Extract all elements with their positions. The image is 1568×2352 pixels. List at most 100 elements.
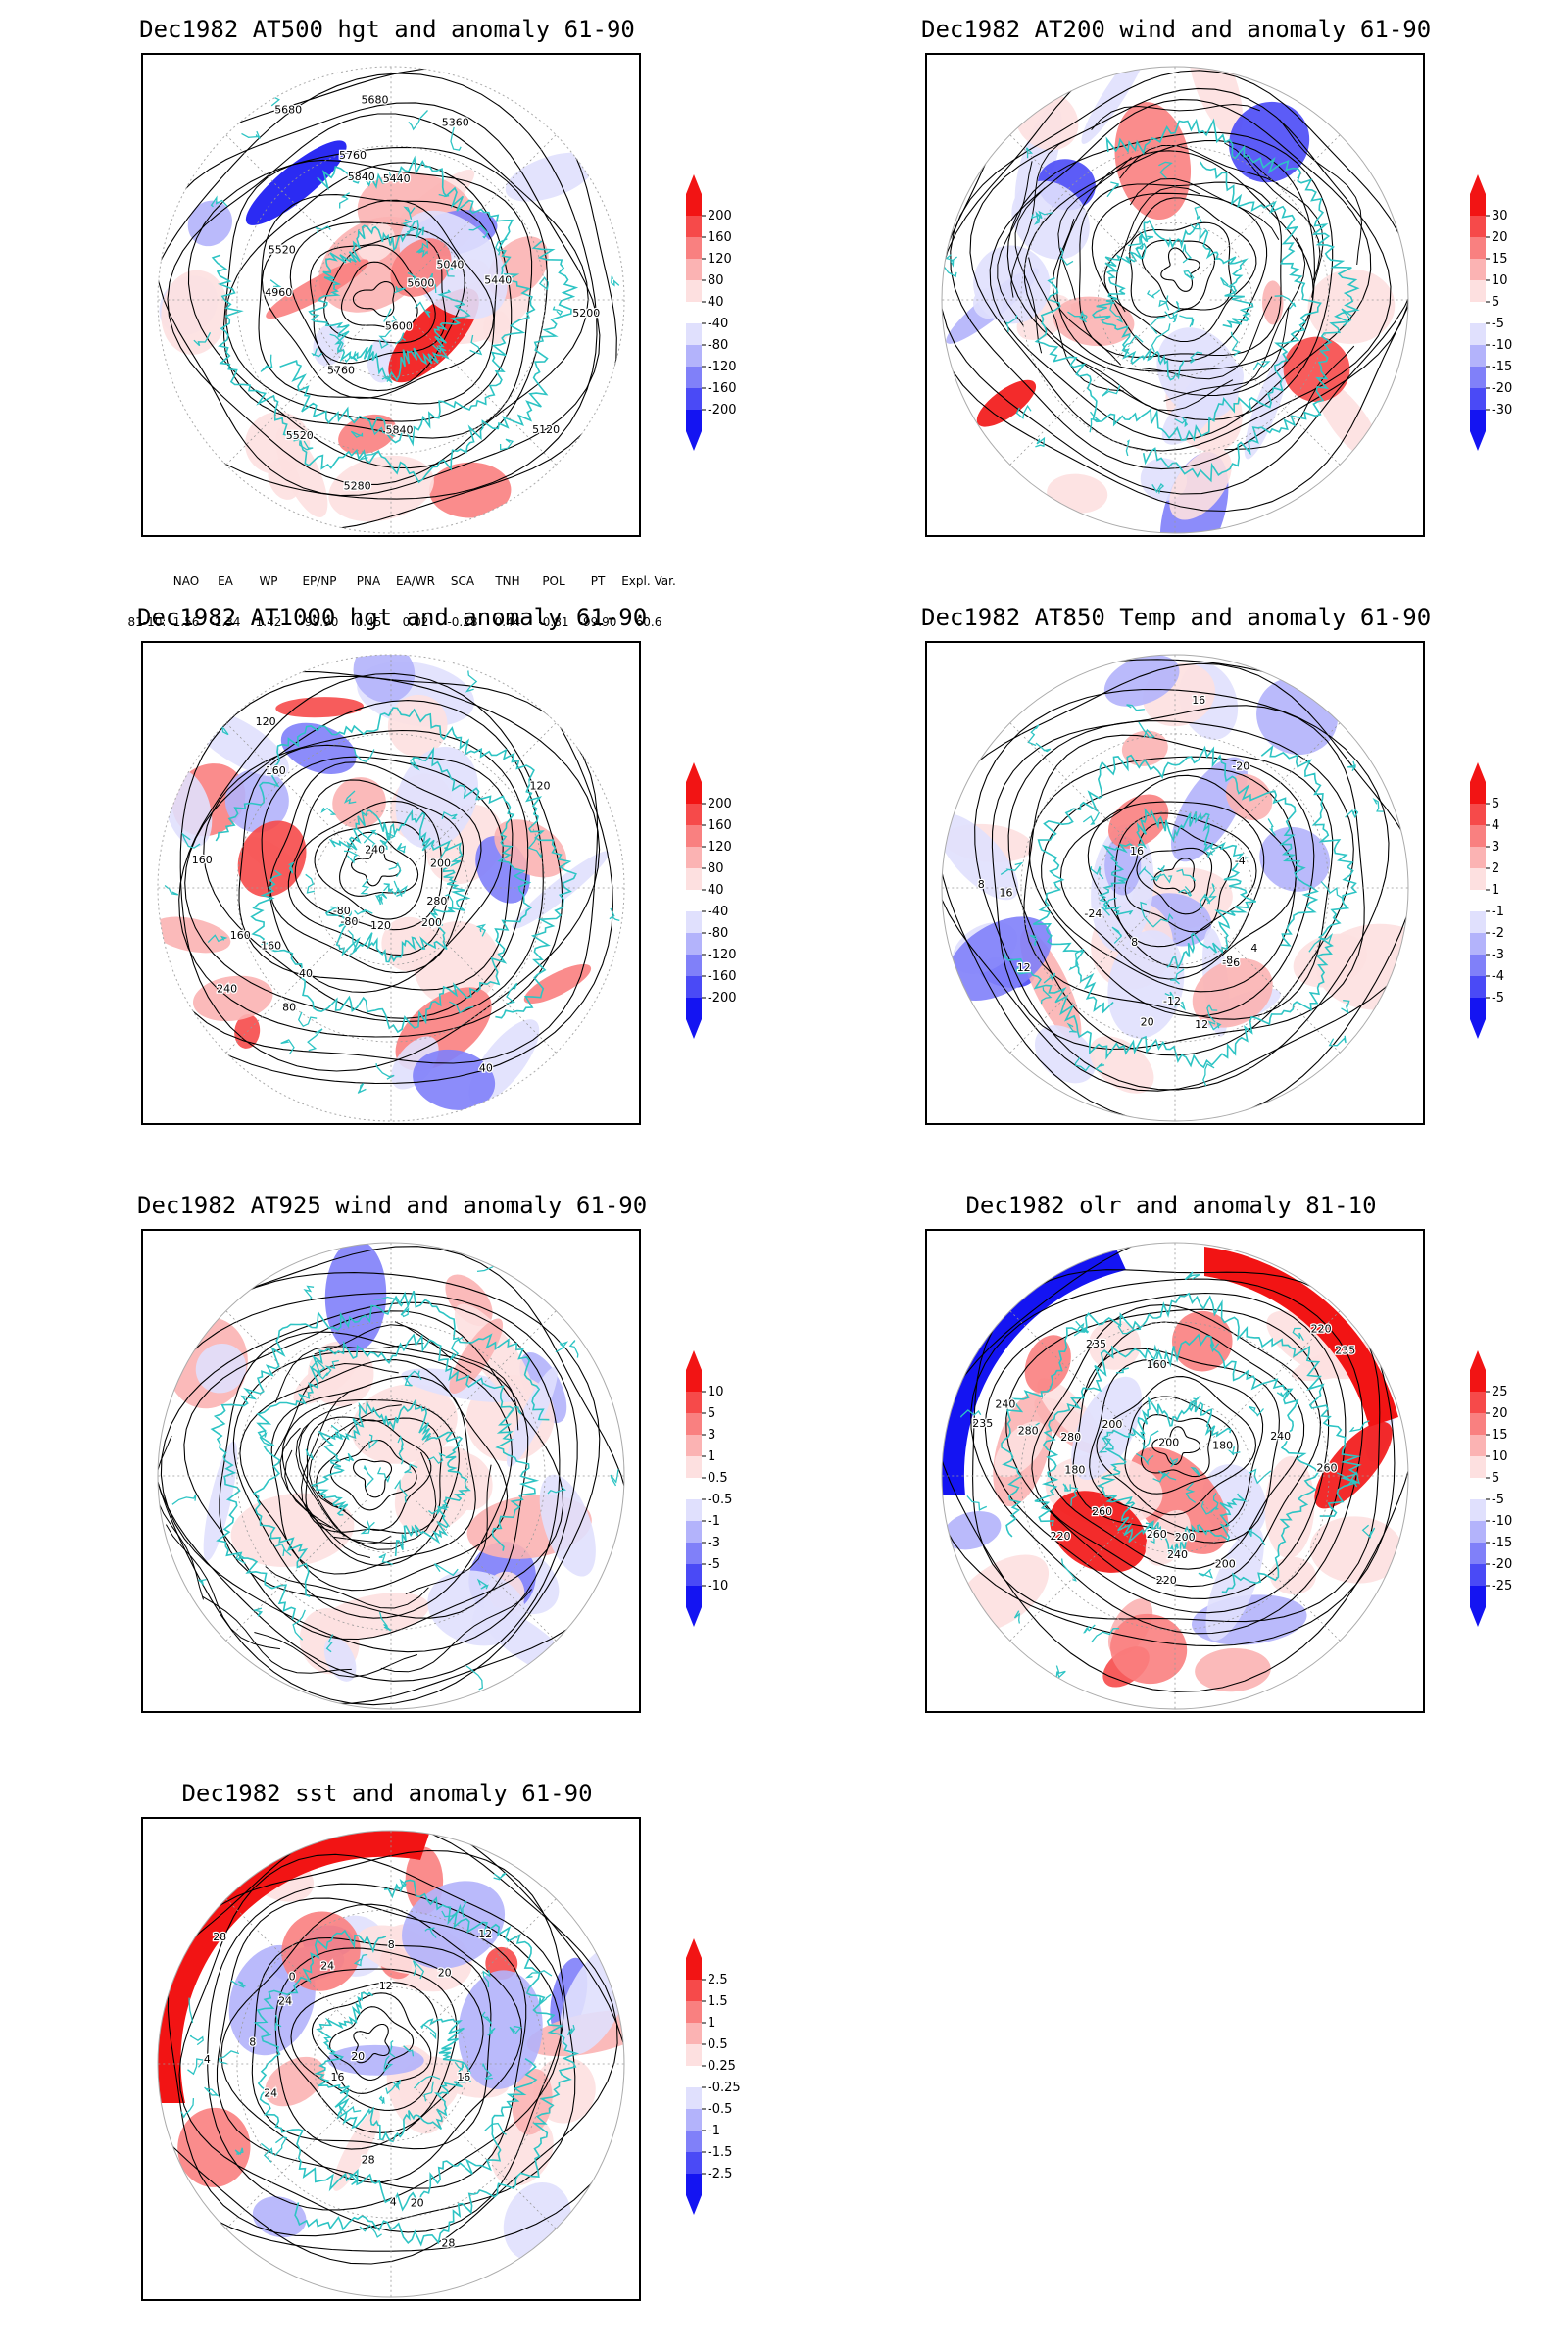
contour-label: 80 <box>282 1002 296 1014</box>
colorbar-label: 30 <box>1492 209 1508 223</box>
negative-anomaly-area <box>413 1049 496 1110</box>
coastline <box>1151 323 1171 353</box>
coastline <box>412 1960 425 1980</box>
coastline <box>1033 745 1319 1014</box>
contour-line <box>1152 1426 1201 1466</box>
teleconnection-headers: NAO EA WP EP/NP PNA EA/WR SCA TNH POL PT Expl. Var… <box>127 574 678 588</box>
positive-anomaly-area <box>192 975 273 1022</box>
panel-title: Dec1982 AT925 wind and anomaly 61-90 <box>137 1192 648 1219</box>
meridian <box>1199 134 1341 276</box>
colorbar-swatch <box>1470 216 1486 237</box>
colorbar-swatch <box>686 782 702 804</box>
colorbar-label: 3 <box>708 1428 715 1443</box>
negative-anomaly-area <box>353 655 416 703</box>
coastline <box>1345 808 1359 819</box>
coastline <box>378 1553 394 1566</box>
colorbar-label: 10 <box>708 1385 724 1399</box>
contour-label: 120 <box>256 715 276 728</box>
coastline <box>344 351 358 364</box>
colorbar-swatch <box>686 1456 702 1478</box>
coastline <box>1190 351 1203 364</box>
contour-line <box>970 1278 1364 1635</box>
meridian <box>225 1310 368 1452</box>
coastline <box>449 1001 474 1014</box>
contour-line <box>340 261 418 329</box>
coastline <box>454 2062 465 2073</box>
coastline <box>1055 1665 1066 1680</box>
coastline <box>1060 1558 1077 1582</box>
contour-label: 5760 <box>339 149 367 162</box>
coastline <box>356 828 376 848</box>
polar-map: 5840 5760 5680 5600 5520 5440 5360 5280 5200 5120… <box>157 66 625 534</box>
teleconnection-corner <box>127 574 167 588</box>
colorbar-label: -80 <box>708 338 728 353</box>
coastline <box>438 193 450 198</box>
contour-label: 16 <box>1130 845 1144 858</box>
colorbar-label: -1.5 <box>708 2145 732 2160</box>
contour-label: 260 <box>1092 1505 1112 1518</box>
coastline <box>1274 295 1297 310</box>
coastline <box>204 2086 220 2097</box>
negative-anomaly-area <box>942 1249 1126 1495</box>
colorbar-label: -5 <box>1492 1493 1504 1507</box>
coastline <box>383 2055 394 2073</box>
positive-anomaly-area <box>1024 1335 1071 1394</box>
contour-line <box>353 1458 393 1498</box>
coastline <box>404 1463 418 1474</box>
meridian <box>225 722 368 864</box>
contour-label: 160 <box>192 854 213 866</box>
colorbar-swatch <box>686 1564 702 1586</box>
coastline <box>297 1011 318 1028</box>
coastline <box>235 1551 246 1564</box>
colorbar-swatch <box>686 911 702 933</box>
colorbar-label: -1 <box>708 1514 720 1529</box>
coastline <box>468 224 489 239</box>
colorbar-swatch <box>686 890 702 911</box>
streamline <box>1057 156 1132 301</box>
positive-anomaly-area <box>351 1384 458 1464</box>
contour-line <box>158 102 601 497</box>
colorbar-swatch <box>1470 410 1486 431</box>
colorbar-label: -160 <box>708 381 737 396</box>
coastline <box>359 450 380 461</box>
teleconnection-header: EP/NP <box>302 574 337 588</box>
negative-anomaly-area <box>512 851 610 929</box>
coastline <box>215 707 577 1019</box>
positive-anomaly-area <box>512 2069 553 2135</box>
coastline <box>1361 1524 1376 1539</box>
teleconnection-header: Expl. Var. <box>621 574 676 588</box>
colorbar-label: -15 <box>1492 1536 1512 1550</box>
streamline <box>273 1362 399 1458</box>
contour-label: 28 <box>362 2154 375 2167</box>
colorbar-label: -20 <box>1492 1557 1512 1572</box>
coastline <box>462 1901 467 1918</box>
coastline <box>388 861 402 877</box>
contour-label: 220 <box>1051 1530 1071 1543</box>
map-boundary <box>941 66 1409 534</box>
coastline <box>1152 482 1165 494</box>
colorbar-swatch <box>686 410 702 431</box>
colorbar-label: 15 <box>1492 252 1508 267</box>
colorbar-label: -0.25 <box>708 2081 741 2095</box>
coastline <box>402 219 416 233</box>
contour-label: 8 <box>1131 936 1138 949</box>
coastline <box>1135 242 1147 259</box>
colorbar: 200 160 120 80 40 -40 -80 -120 -160 -200 <box>686 762 745 1039</box>
coastline <box>354 908 373 915</box>
contour-label: 240 <box>1270 1430 1291 1443</box>
coastline <box>1035 210 1053 220</box>
coastline <box>380 831 396 854</box>
contour-line <box>203 729 529 1019</box>
contour-line <box>314 821 427 920</box>
teleconnection-header: SCA <box>450 574 475 588</box>
coastline <box>1347 760 1357 772</box>
colorbar-swatch <box>686 388 702 410</box>
colorbar-label: 2 <box>1492 861 1499 876</box>
map-boundary <box>157 654 625 1122</box>
contour-label: 200 <box>421 916 442 929</box>
coastline <box>609 907 620 922</box>
streamline <box>295 1403 353 1537</box>
coastline <box>279 155 536 447</box>
streamline <box>298 1422 392 1545</box>
colorbar-swatch <box>686 2131 702 2152</box>
